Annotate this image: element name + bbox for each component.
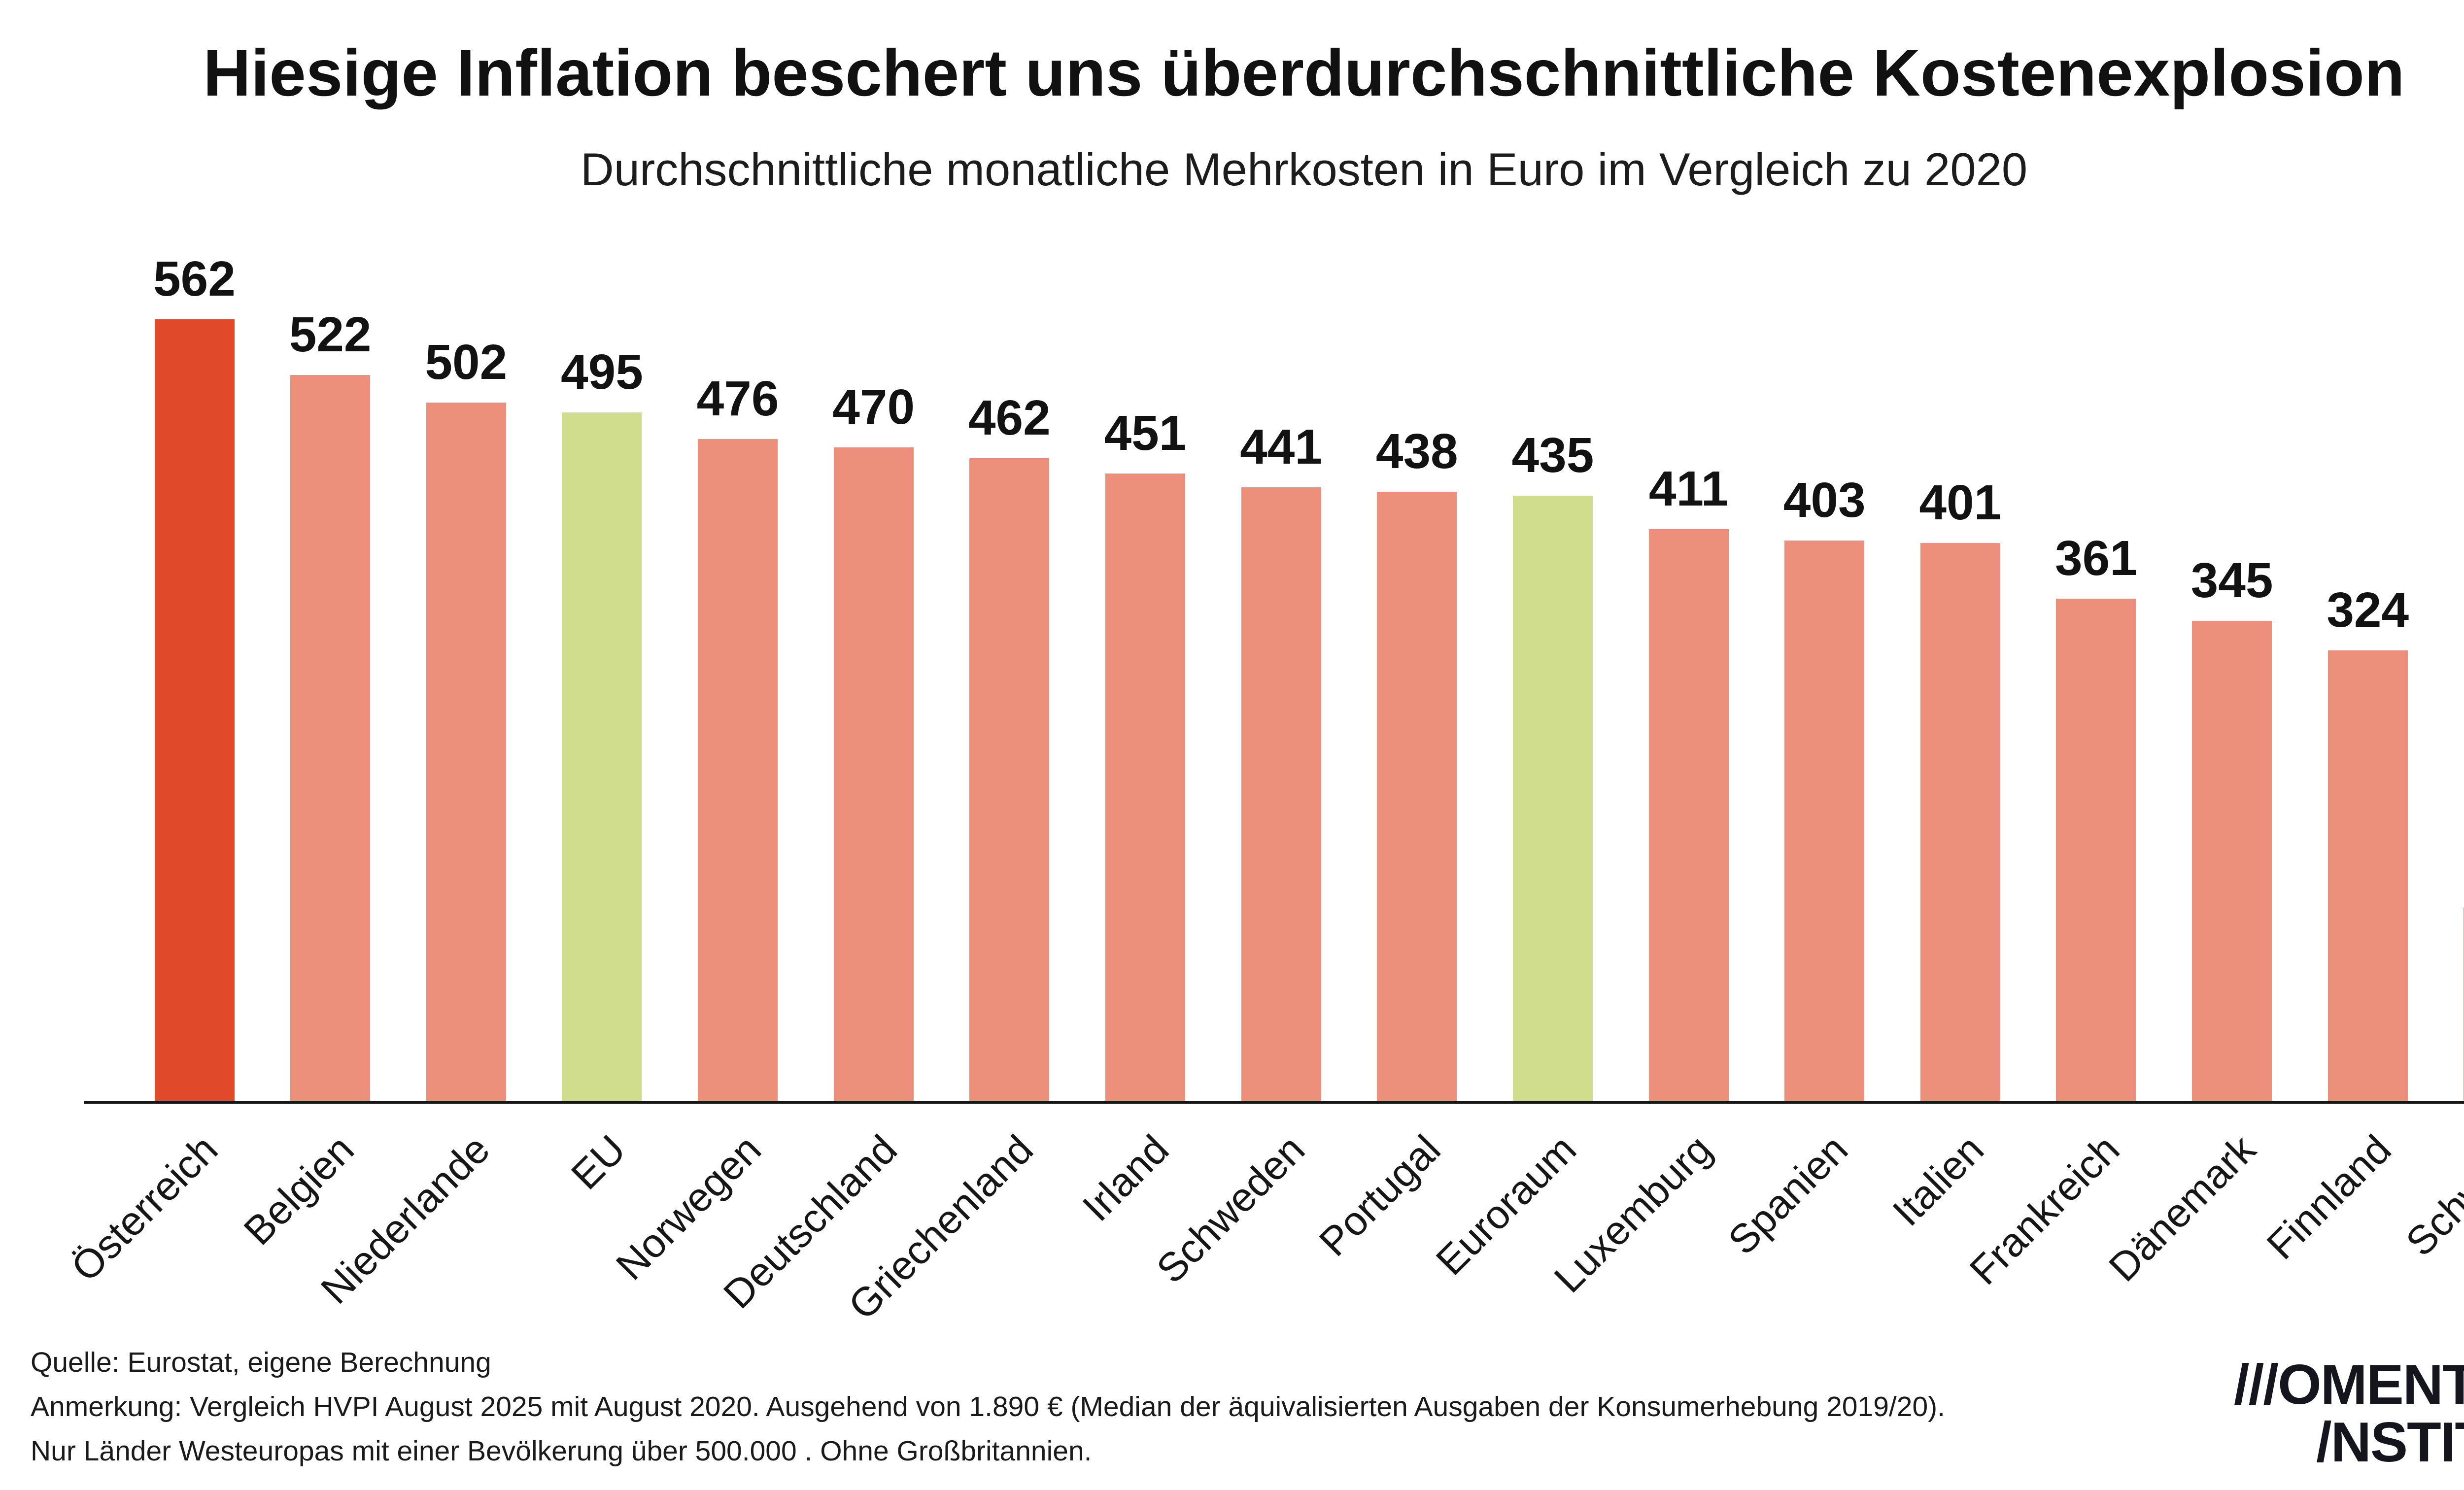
bar-slot: 462 Griechenland xyxy=(840,243,1077,1328)
bar-slot: 522 Belgien xyxy=(235,243,398,1253)
bar xyxy=(2056,599,2136,1101)
bar-plot-area: 562 Österreich 522 Belgien 502 Niederlande 495… xyxy=(63,243,2464,1328)
x-axis-line xyxy=(84,1101,2464,1104)
bar-value-label: 441 xyxy=(1240,419,1323,474)
bar-slot: 438 Portugal xyxy=(1311,243,1485,1265)
footer-notes: Quelle: Eurostat, eigene Berechnung Anme… xyxy=(31,1340,1945,1473)
bar-slot: 411 Luxemburg xyxy=(1546,243,1756,1301)
bar-value-label: 502 xyxy=(425,335,508,390)
bar xyxy=(1377,492,1457,1101)
bar xyxy=(2327,650,2408,1101)
bar-category-label: Schweden xyxy=(1148,1126,1313,1292)
bar-category-label: Irland xyxy=(1074,1126,1178,1230)
bar-value-label: 522 xyxy=(289,307,372,362)
bar-value-label: 139 xyxy=(2463,839,2464,896)
logo-line-institut: /NSTITUT xyxy=(2316,1411,2464,1474)
bar xyxy=(1241,487,1321,1101)
bar-slot: 441 Schweden xyxy=(1148,243,1349,1292)
bar xyxy=(1105,474,1185,1101)
bar-category-label: Belgien xyxy=(235,1126,363,1254)
bar-slot: 435 Euroraum xyxy=(1428,243,1620,1284)
bar xyxy=(154,319,235,1101)
bar-slot: 562 Österreich xyxy=(63,243,262,1290)
bar-value-label: 495 xyxy=(560,344,643,400)
bar xyxy=(1784,541,1865,1101)
bar-slot: 495 EU xyxy=(534,243,670,1198)
bar xyxy=(698,439,778,1101)
bar-category-label: EU xyxy=(562,1126,634,1198)
bar xyxy=(833,447,914,1101)
chart-title: Hiesige Inflation beschert uns überdurch… xyxy=(203,36,2405,110)
bar-slot: 502 Niederlande xyxy=(312,243,534,1313)
bar-slot: 139 Schweiz xyxy=(2397,243,2464,1265)
bar xyxy=(290,375,371,1101)
source-note: Quelle: Eurostat, eigene Berechnung xyxy=(31,1346,491,1378)
method-note: Anmerkung: Vergleich HVPI August 2025 mi… xyxy=(31,1390,1945,1422)
bar-category-label: Spanien xyxy=(1720,1126,1857,1263)
bar xyxy=(1920,543,2000,1101)
bar-value-label: 345 xyxy=(2190,553,2273,608)
bar xyxy=(969,458,1050,1101)
bar-category-label: Italien xyxy=(1884,1126,1992,1235)
bar-value-label: 401 xyxy=(1919,475,2002,530)
bar-value-label: 435 xyxy=(1511,428,1594,483)
bar-value-label: 470 xyxy=(832,379,915,435)
bar xyxy=(1512,496,1593,1101)
bar-category-label: Frankreich xyxy=(1961,1126,2128,1293)
bar-value-label: 403 xyxy=(1783,473,1866,528)
bar-category-label: Dänemark xyxy=(2100,1126,2264,1290)
bar-slot: 324 Finnland xyxy=(2259,243,2435,1268)
logo-line-momentum: ///OMENTUM xyxy=(2234,1354,2464,1417)
bar-slot: 470 Deutschland xyxy=(715,243,941,1317)
bar-value-label: 411 xyxy=(1648,461,1729,516)
bar-category-label: Österreich xyxy=(63,1126,227,1290)
bar-value-label: 462 xyxy=(968,390,1051,445)
bar-slot: 476 Norwegen xyxy=(608,243,806,1288)
bar-category-label: Schweiz xyxy=(2397,1126,2464,1265)
bar-slot: 403 Spanien xyxy=(1720,243,1892,1263)
bar-value-label: 562 xyxy=(153,251,236,306)
bar-slot: 361 Frankreich xyxy=(1961,243,2164,1293)
bar xyxy=(2192,621,2272,1101)
bar-slot: 451 Irland xyxy=(1074,243,1213,1230)
chart-subtitle: Durchschnittliche monatliche Mehrkosten … xyxy=(580,143,2028,195)
bar xyxy=(1648,529,1729,1101)
momentum-institut-logo: ///OMENTUM /NSTITUT xyxy=(2234,1356,2464,1471)
bar-slot: 345 Dänemark xyxy=(2100,243,2300,1290)
bar-value-label: 476 xyxy=(696,371,779,426)
bar-value-label: 324 xyxy=(2327,582,2409,638)
bar-slot: 401 Italien xyxy=(1884,243,2028,1235)
bar-value-label: 361 xyxy=(2055,531,2137,586)
bar-category-label: Finnland xyxy=(2259,1126,2400,1268)
bar xyxy=(562,412,642,1101)
bar xyxy=(426,403,506,1101)
bar-value-label: 451 xyxy=(1104,406,1187,461)
bar-value-label: 438 xyxy=(1375,424,1458,479)
bar-category-label: Portugal xyxy=(1311,1126,1449,1265)
scope-note: Nur Länder Westeuropas mit einer Bevölke… xyxy=(31,1435,1092,1467)
